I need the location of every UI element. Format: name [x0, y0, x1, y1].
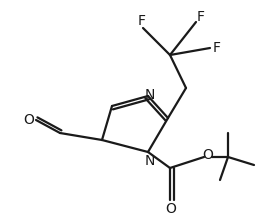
- Text: F: F: [138, 14, 146, 28]
- Text: O: O: [203, 148, 213, 162]
- Text: F: F: [197, 10, 205, 24]
- Text: F: F: [213, 41, 221, 55]
- Text: N: N: [145, 88, 155, 102]
- Text: O: O: [166, 202, 176, 216]
- Text: O: O: [23, 113, 34, 127]
- Text: N: N: [145, 154, 155, 168]
